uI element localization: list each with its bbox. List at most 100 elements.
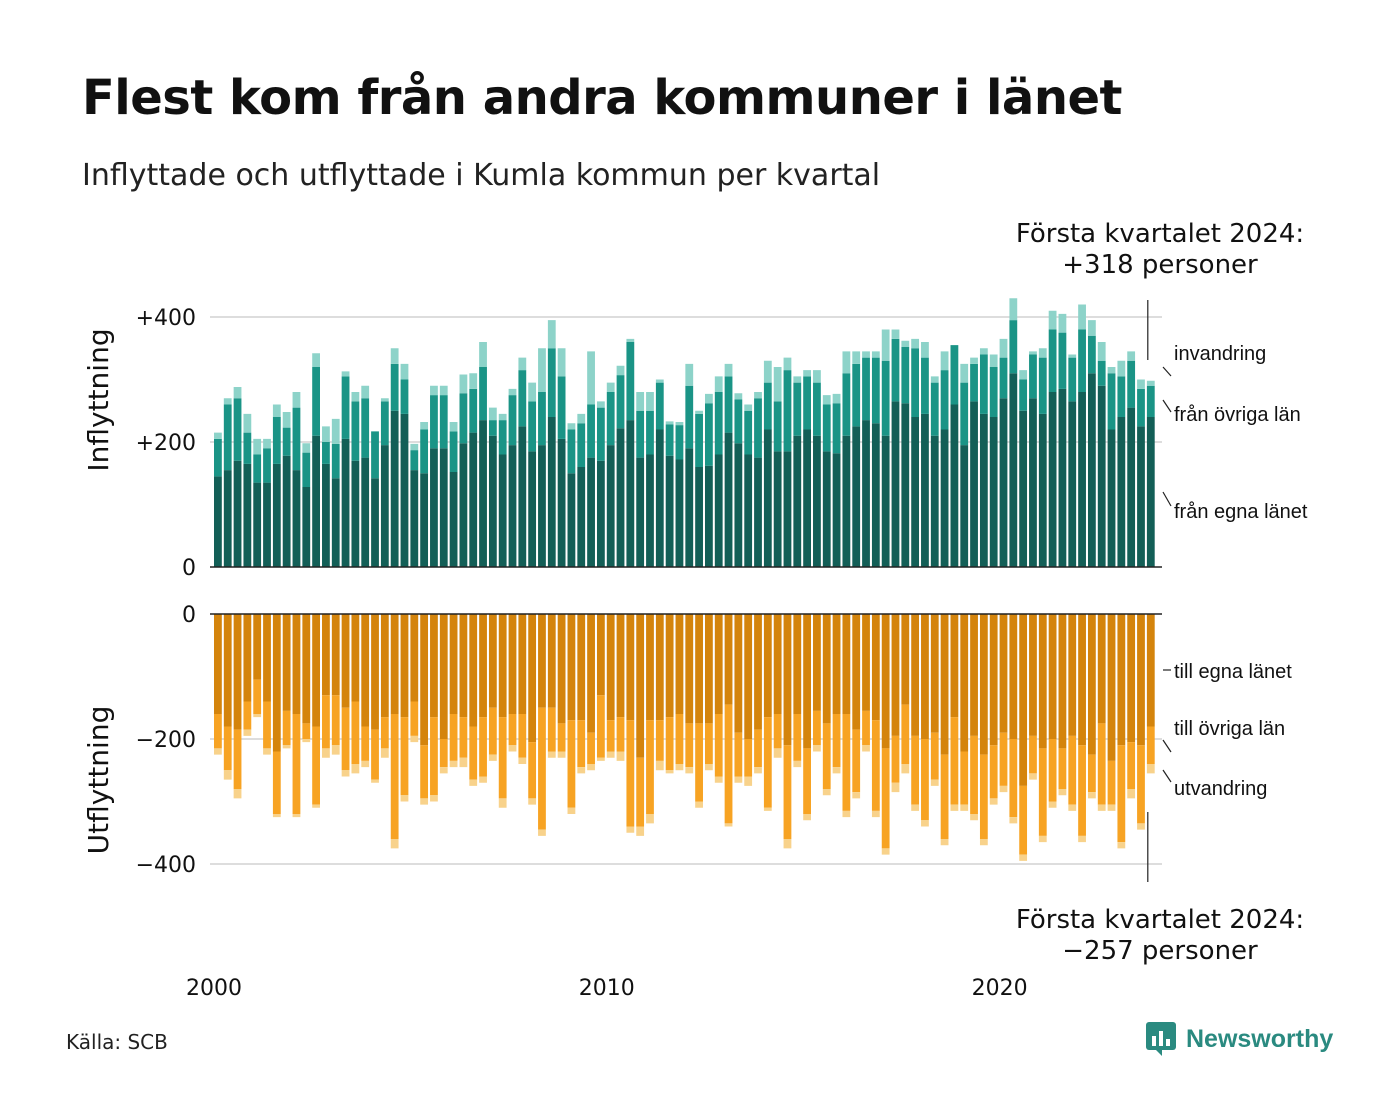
bar-outflow-2 <box>724 823 733 827</box>
bar-inflow-2 <box>596 401 605 408</box>
bar-outflow-1 <box>439 739 448 768</box>
bar-inflow-1 <box>636 410 645 458</box>
bar-outflow-2 <box>253 714 262 718</box>
brand-name: Newsworthy <box>1186 1024 1334 1053</box>
bar-inflow-1 <box>646 410 654 455</box>
bar-outflow-2 <box>1087 792 1096 799</box>
bar-outflow-0 <box>606 614 615 721</box>
bar-inflow-1 <box>665 424 674 456</box>
bar-inflow-0 <box>1117 417 1126 567</box>
bar-outflow-0 <box>960 614 969 752</box>
bar-inflow-0 <box>714 454 723 567</box>
bar-inflow-1 <box>233 398 242 461</box>
bar-inflow-0 <box>1019 410 1028 567</box>
bar-inflow-1 <box>1097 360 1106 386</box>
bar-inflow-2 <box>783 357 792 371</box>
bar-inflow-2 <box>606 382 615 392</box>
bar-outflow-0 <box>449 614 458 714</box>
bar-outflow-2 <box>371 779 379 783</box>
bar-inflow-0 <box>695 467 703 567</box>
bar-inflow-2 <box>528 382 537 402</box>
bar-inflow-1 <box>498 420 507 455</box>
bar-outflow-1 <box>1048 739 1057 802</box>
bar-outflow-1 <box>979 754 988 839</box>
bar-outflow-0 <box>1087 614 1096 755</box>
bar-inflow-0 <box>891 401 900 567</box>
bar-outflow-0 <box>596 614 605 696</box>
bar-outflow-2 <box>380 748 389 758</box>
bar-inflow-2 <box>1009 298 1018 321</box>
axes <box>210 300 1172 882</box>
bar-inflow-2 <box>243 413 252 433</box>
bar-inflow-2 <box>842 351 851 374</box>
bar-outflow-1 <box>322 695 330 749</box>
legend-fran-egna-lanet: från egna länet <box>1174 501 1308 523</box>
bar-inflow-2 <box>587 351 595 405</box>
bar-outflow-1 <box>881 748 890 849</box>
bar-outflow-0 <box>793 614 802 714</box>
bar-inflow-1 <box>989 367 998 417</box>
bar-inflow-1 <box>1068 357 1077 402</box>
bar-inflow-0 <box>479 420 487 567</box>
bar-outflow-1 <box>263 701 271 749</box>
bar-outflow-0 <box>410 614 419 702</box>
bar-inflow-1 <box>1058 332 1067 389</box>
bar-outflow-1 <box>233 729 242 789</box>
bar-inflow-0 <box>371 478 379 567</box>
bar-outflow-1 <box>400 717 409 796</box>
bar-outflow-2 <box>616 751 625 761</box>
bar-outflow-1 <box>655 720 664 761</box>
bar-inflow-2 <box>911 338 920 349</box>
bar-inflow-0 <box>439 448 448 567</box>
bar-inflow-0 <box>606 445 615 567</box>
bar-outflow-1 <box>380 717 389 749</box>
bar-inflow-1 <box>675 425 684 460</box>
bar-outflow-1 <box>665 717 674 771</box>
bar-outflow-0 <box>508 614 517 714</box>
bar-outflow-1 <box>341 707 350 771</box>
bar-inflow-2 <box>979 348 988 355</box>
bar-outflow-1 <box>675 714 684 764</box>
bar-outflow-0 <box>351 614 360 702</box>
bar-inflow-1 <box>714 392 723 455</box>
bar-inflow-2 <box>312 353 320 367</box>
bar-inflow-0 <box>243 463 252 567</box>
inflow-bars <box>214 298 1155 567</box>
bar-outflow-1 <box>243 701 252 730</box>
bar-inflow-2 <box>930 376 939 383</box>
bar-inflow-2 <box>940 351 949 371</box>
bar-outflow-1 <box>754 729 762 768</box>
bar-inflow-2 <box>646 392 654 411</box>
bar-inflow-2 <box>901 340 910 347</box>
bar-outflow-0 <box>577 614 586 721</box>
bar-inflow-1 <box>292 407 301 471</box>
bar-inflow-1 <box>803 376 811 430</box>
bar-outflow-0 <box>832 614 841 714</box>
bar-outflow-0 <box>587 614 595 733</box>
bar-inflow-0 <box>616 428 625 567</box>
bar-outflow-0 <box>813 614 821 711</box>
bar-outflow-2 <box>567 807 576 814</box>
bar-inflow-0 <box>783 451 792 567</box>
bar-outflow-0 <box>940 614 949 755</box>
bar-inflow-0 <box>901 403 910 567</box>
bar-inflow-0 <box>322 463 330 567</box>
legend-invandring: invandring <box>1174 343 1266 365</box>
bar-inflow-2 <box>832 393 841 404</box>
bar-outflow-2 <box>528 798 537 805</box>
bar-outflow-2 <box>479 776 487 783</box>
bar-outflow-2 <box>410 735 419 743</box>
bar-outflow-1 <box>1127 742 1136 789</box>
bar-inflow-0 <box>498 454 507 567</box>
bar-inflow-1 <box>577 423 586 467</box>
bar-outflow-2 <box>803 814 811 821</box>
bar-outflow-1 <box>1097 723 1106 805</box>
bar-inflow-2 <box>724 363 733 377</box>
bar-outflow-0 <box>734 614 743 733</box>
bar-inflow-2 <box>714 376 723 392</box>
bar-outflow-2 <box>705 764 713 771</box>
bar-inflow-2 <box>813 370 821 383</box>
bar-inflow-0 <box>763 429 772 567</box>
bar-inflow-0 <box>331 478 340 567</box>
bar-outflow-1 <box>469 726 478 780</box>
